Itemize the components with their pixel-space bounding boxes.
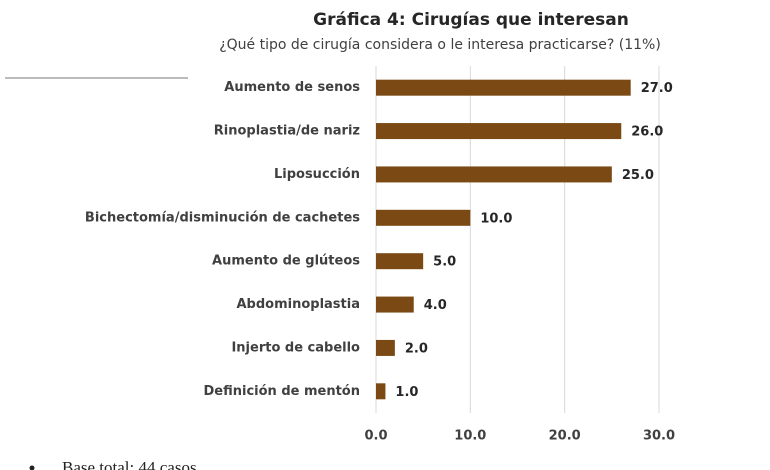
y-tick-label: Definición de mentón [204, 384, 361, 399]
x-tick-label: 30.0 [643, 429, 675, 444]
data-label: 2.0 [405, 341, 428, 356]
y-tick-label: Liposucción [274, 167, 360, 182]
data-label: 1.0 [395, 385, 418, 400]
y-tick-label: Bichectomía/disminución de cachetes [85, 210, 360, 225]
bar [376, 79, 631, 96]
y-tick-label: Aumento de senos [224, 80, 360, 95]
bullet [29, 465, 35, 470]
data-label: 4.0 [424, 298, 447, 313]
chart-title: Gráfica 4: Cirugías que interesan [313, 10, 629, 30]
bar [376, 166, 612, 183]
y-tick-label: Injerto de cabello [231, 340, 360, 355]
note: Base total: 44 casos [62, 458, 197, 470]
bar [376, 296, 414, 313]
y-tick-label: Rinoplastia/de nariz [214, 124, 360, 139]
x-tick-label: 10.0 [454, 429, 486, 444]
x-tick-label: 20.0 [549, 429, 581, 444]
y-tick-label: Abdominoplastia [236, 297, 360, 312]
bar [376, 253, 424, 270]
data-label: 27.0 [641, 81, 673, 96]
bar [376, 123, 622, 140]
data-label: 26.0 [631, 125, 663, 140]
data-label: 5.0 [433, 255, 456, 270]
y-tick-label: Aumento de glúteos [212, 254, 360, 269]
bar [376, 339, 395, 356]
bar [376, 209, 471, 226]
x-tick-label: 0.0 [364, 429, 387, 444]
bar [376, 383, 386, 400]
data-label: 10.0 [480, 211, 512, 226]
chart-subtitle: ¿Qué tipo de cirugía considera o le inte… [219, 37, 661, 53]
data-label: 25.0 [622, 168, 654, 183]
